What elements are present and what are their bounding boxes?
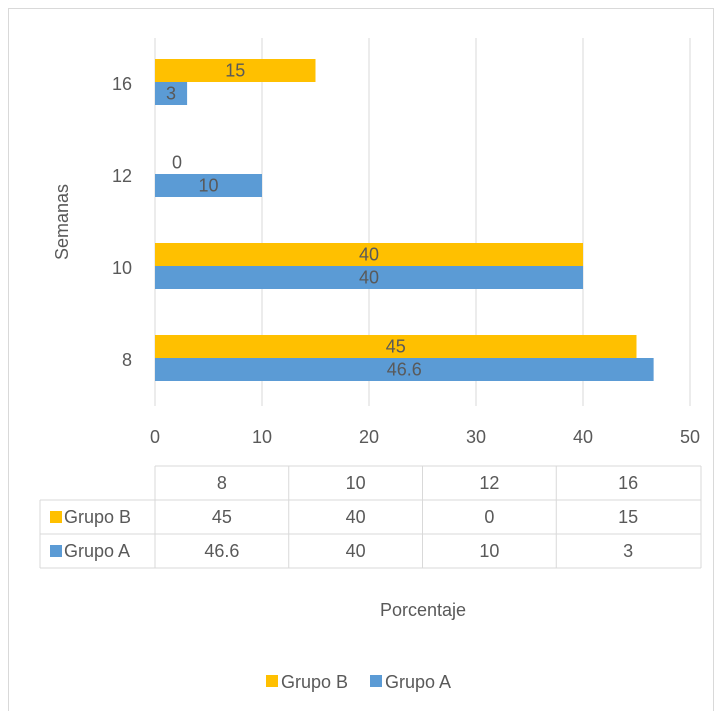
bar-data-label: 10 xyxy=(198,176,218,196)
bar-labels: 45 46.6 40 40 0 10 15 3 xyxy=(166,61,422,380)
x-tick-label: 10 xyxy=(252,427,272,447)
table-header-cell: 8 xyxy=(217,473,227,493)
x-tick-label: 40 xyxy=(573,427,593,447)
chart-frame xyxy=(8,8,714,711)
bar-grupo-b xyxy=(155,335,637,358)
legend-swatch xyxy=(266,675,278,687)
y-tick-label: 12 xyxy=(112,166,132,186)
bar-data-label: 46.6 xyxy=(387,360,422,380)
table-cell: 46.6 xyxy=(204,541,239,561)
table-legend-swatch xyxy=(50,511,62,523)
bar-grupo-a xyxy=(155,82,188,105)
legend-swatch xyxy=(370,675,382,687)
legend: Grupo B Grupo A xyxy=(266,672,451,692)
x-tick-labels: 0 10 20 30 40 50 xyxy=(150,427,700,447)
table-cell: 45 xyxy=(212,507,232,527)
bar-grupo-a xyxy=(155,266,583,289)
y-tick-labels: 8 10 12 16 xyxy=(112,74,132,370)
y-tick-label: 16 xyxy=(112,74,132,94)
bar-grupo-a xyxy=(155,358,654,381)
legend-label: Grupo A xyxy=(385,672,451,692)
bars xyxy=(155,59,654,381)
data-table: 8 10 12 16 Grupo B 45 40 0 15 Grupo A 46.6 40 10 3 xyxy=(39,465,702,569)
bar-data-label: 0 xyxy=(172,153,182,173)
bar-grupo-b xyxy=(155,59,316,82)
bar-data-label: 40 xyxy=(359,268,379,288)
y-tick-label: 10 xyxy=(112,258,132,278)
x-tick-label: 0 xyxy=(150,427,160,447)
table-cell: 0 xyxy=(484,507,494,527)
bar-data-label: 40 xyxy=(359,245,379,265)
x-tick-label: 20 xyxy=(359,427,379,447)
table-cell: 40 xyxy=(346,507,366,527)
legend-label: Grupo B xyxy=(281,672,348,692)
table-row-label: Grupo A xyxy=(64,541,130,561)
table-cell: 15 xyxy=(618,507,638,527)
y-axis-title: Semanas xyxy=(52,184,72,260)
bar-data-label: 15 xyxy=(225,61,245,81)
bar-grupo-a xyxy=(155,174,262,197)
table-cell: 10 xyxy=(479,541,499,561)
x-tick-label: 30 xyxy=(466,427,486,447)
table-cell: 40 xyxy=(346,541,366,561)
table-header-cell: 16 xyxy=(618,473,638,493)
table-legend-swatch xyxy=(50,545,62,557)
x-axis-title: Porcentaje xyxy=(380,600,466,620)
bar-grupo-b xyxy=(155,243,583,266)
table-header-cell: 12 xyxy=(479,473,499,493)
bar-data-label: 45 xyxy=(386,337,406,357)
table-header-cell: 10 xyxy=(346,473,366,493)
bar-data-label: 3 xyxy=(166,84,176,104)
table-row-label: Grupo B xyxy=(64,507,131,527)
x-tick-label: 50 xyxy=(680,427,700,447)
table-cell: 3 xyxy=(623,541,633,561)
y-tick-label: 8 xyxy=(122,350,132,370)
